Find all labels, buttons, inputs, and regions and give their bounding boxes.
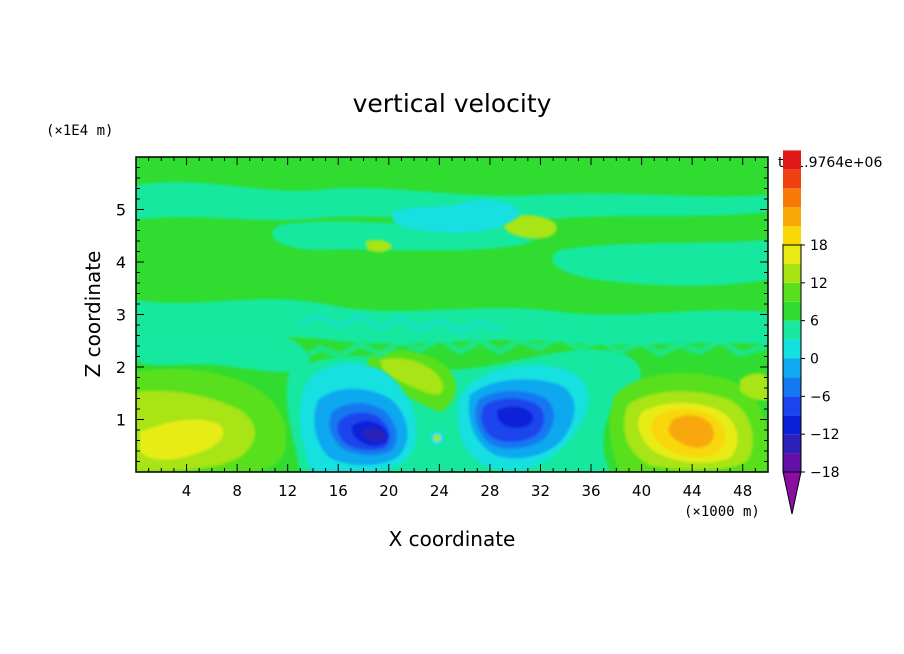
- negative-regions: [300, 199, 589, 472]
- colorbar-segment: [783, 282, 801, 302]
- turbulent-band: [136, 314, 768, 363]
- y-axis-label: Z coordinate: [81, 251, 105, 378]
- x-tick-label: 8: [232, 482, 242, 500]
- x-tick-label: 24: [430, 482, 449, 500]
- x-tick-label: 12: [278, 482, 297, 500]
- y-tick-label: 3: [116, 306, 126, 325]
- x-axis: 4 8 12 16 20 24 28 32 36 40 44 48: [148, 157, 756, 500]
- x-tick-label: 28: [480, 482, 499, 500]
- colorbar-segment: [783, 301, 801, 321]
- colorbar-tick-label: 0: [810, 352, 819, 368]
- colorbar-segment: [783, 453, 801, 472]
- colorbar-segment: [783, 226, 801, 245]
- contour-field: [136, 157, 768, 472]
- colorbar-segment: [783, 320, 801, 340]
- colorbar-segment: [783, 150, 801, 170]
- colorbar: 18 12 6 0 −6 −12 −18: [782, 150, 840, 515]
- positive-regions: [136, 215, 768, 472]
- x-tick-label: 36: [581, 482, 600, 500]
- colorbar-tick-label: −6: [810, 389, 831, 405]
- colorbar-tick-label: 6: [810, 314, 819, 330]
- colorbar-tick-label: −18: [810, 465, 840, 481]
- y-tick-label: 5: [116, 201, 126, 220]
- colorbar-segment: [783, 263, 801, 283]
- colorbar-segment: [783, 339, 801, 359]
- y-tick-label: 1: [116, 411, 126, 430]
- x-axis-label: X coordinate: [389, 527, 516, 551]
- x-tick-label: 32: [531, 482, 550, 500]
- x-tick-label: 48: [733, 482, 752, 500]
- y-tick-label: 2: [116, 358, 126, 377]
- colorbar-segment: [783, 358, 801, 378]
- colorbar-segment: [783, 396, 801, 416]
- colorbar-segment: [783, 245, 801, 264]
- x-tick-label: 44: [683, 482, 702, 500]
- colorbar-tick-label: 12: [810, 276, 828, 292]
- colorbar-tick-label: 18: [810, 238, 828, 254]
- y-axis: 1 2 3 4 5: [116, 167, 768, 462]
- x-tick-label: 40: [632, 482, 651, 500]
- x-tick-label: 20: [379, 482, 398, 500]
- y-tick-label: 4: [116, 253, 126, 272]
- x-unit-label: (×1000 m): [684, 504, 760, 520]
- colorbar-segment: [783, 434, 801, 454]
- colorbar-min-cap: [782, 471, 802, 515]
- colorbar-segment: [783, 169, 801, 189]
- x-tick-label: 16: [329, 482, 348, 500]
- time-label: t=1.9764e+06: [778, 155, 882, 171]
- x-tick-label: 4: [182, 482, 192, 500]
- colorbar-segment: [783, 188, 801, 208]
- colorbar-segment: [783, 377, 801, 397]
- colorbar-tick-label: −12: [810, 427, 840, 443]
- chart-title: vertical velocity: [353, 89, 552, 118]
- y-unit-label: (×1E4 m): [46, 123, 113, 139]
- colorbar-segment: [783, 415, 801, 435]
- colorbar-segment: [783, 207, 801, 227]
